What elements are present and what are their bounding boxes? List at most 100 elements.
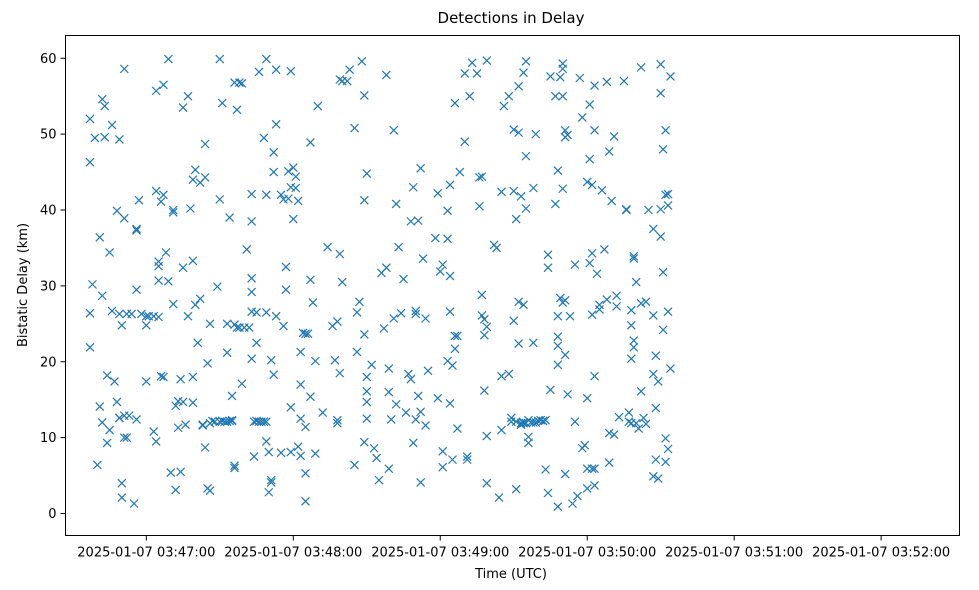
data-point-marker (661, 125, 671, 135)
data-point-marker (587, 310, 597, 320)
data-point-marker (577, 113, 587, 122)
data-point-marker (479, 314, 489, 324)
data-point-marker (293, 196, 303, 206)
data-point-marker (443, 234, 453, 244)
data-point-marker (528, 183, 538, 193)
data-point-marker (455, 167, 465, 177)
data-point-marker (208, 416, 217, 426)
data-point-marker (641, 419, 651, 429)
data-point-marker (374, 475, 384, 485)
data-point-marker (381, 70, 391, 80)
data-point-marker (362, 386, 372, 396)
data-point-marker (543, 488, 553, 498)
data-point-marker (352, 347, 362, 357)
data-point-marker (408, 438, 418, 448)
data-point-marker (112, 397, 122, 407)
data-point-marker (381, 263, 391, 273)
data-point-marker (543, 263, 553, 273)
data-point-marker (465, 91, 475, 101)
data-point-marker (261, 308, 271, 317)
data-point-marker (301, 468, 310, 478)
data-point-marker (237, 379, 247, 389)
data-point-marker (151, 86, 161, 96)
data-point-marker (663, 444, 673, 454)
data-point-marker (619, 76, 629, 86)
data-point-marker (438, 462, 448, 472)
data-point-marker (445, 180, 455, 190)
data-point-marker (497, 425, 506, 435)
data-point-marker (379, 323, 389, 333)
data-point-marker (259, 133, 269, 143)
y-tick-label: 30 (40, 279, 57, 294)
data-point-marker (129, 499, 139, 509)
data-point-marker (271, 311, 281, 321)
data-point-marker (230, 461, 239, 471)
data-point-marker (159, 190, 168, 200)
data-point-marker (119, 213, 129, 223)
data-point-marker (259, 417, 269, 427)
data-point-marker (362, 372, 372, 382)
data-point-marker (279, 321, 288, 331)
x-tick-label: 2025-01-07 03:48:00 (224, 546, 362, 561)
data-point-marker (92, 460, 102, 470)
data-point-marker (602, 295, 612, 304)
data-point-marker (629, 251, 639, 261)
data-point-marker (438, 446, 448, 456)
data-point-marker (604, 428, 614, 438)
data-point-marker (396, 308, 406, 318)
data-point-marker (296, 380, 306, 389)
data-point-marker (543, 250, 553, 260)
data-point-marker (448, 455, 457, 465)
y-tick-label: 60 (40, 52, 57, 67)
data-point-marker (261, 190, 271, 200)
data-point-marker (291, 183, 301, 193)
data-point-marker (288, 163, 298, 172)
data-point-marker (523, 438, 533, 448)
data-point-marker (504, 369, 514, 379)
data-point-marker (482, 431, 492, 441)
data-point-marker (462, 455, 472, 465)
data-point-marker (117, 478, 127, 488)
data-point-marker (602, 77, 612, 87)
data-point-marker (230, 463, 239, 473)
data-point-marker (188, 256, 198, 266)
data-point-marker (406, 216, 416, 226)
data-point-marker (85, 308, 95, 318)
data-point-marker (171, 485, 181, 495)
data-point-marker (296, 347, 306, 357)
x-tick-label: 2025-01-07 03:51:00 (665, 546, 803, 561)
data-point-marker (335, 249, 345, 259)
data-point-marker (467, 58, 477, 68)
data-point-marker (506, 413, 516, 423)
data-point-marker (558, 64, 568, 74)
data-point-marker (176, 467, 186, 477)
data-point-marker (629, 336, 639, 345)
data-point-marker (621, 205, 631, 215)
data-point-marker (614, 412, 624, 422)
data-point-marker (462, 452, 472, 462)
data-point-marker (514, 297, 524, 307)
data-point-marker (433, 188, 443, 198)
data-point-marker (509, 316, 519, 326)
data-point-marker (568, 499, 577, 509)
y-tick-label: 0 (48, 507, 56, 522)
data-point-marker (553, 332, 563, 342)
data-point-marker (553, 341, 563, 351)
data-point-marker (308, 298, 318, 307)
data-point-marker (261, 54, 271, 64)
data-point-marker (222, 319, 232, 329)
data-point-marker (653, 377, 663, 386)
data-point-marker (612, 301, 622, 311)
data-point-marker (389, 125, 399, 135)
data-point-marker (519, 300, 528, 310)
data-point-marker (516, 191, 526, 201)
data-point-marker (247, 189, 257, 199)
data-point-marker (132, 226, 141, 235)
data-point-marker (538, 416, 548, 426)
data-point-marker (97, 94, 107, 104)
data-point-marker (354, 297, 364, 307)
data-point-marker (585, 100, 595, 109)
data-point-marker (411, 414, 421, 424)
data-point-marker (666, 364, 675, 374)
data-point-marker (159, 80, 168, 90)
